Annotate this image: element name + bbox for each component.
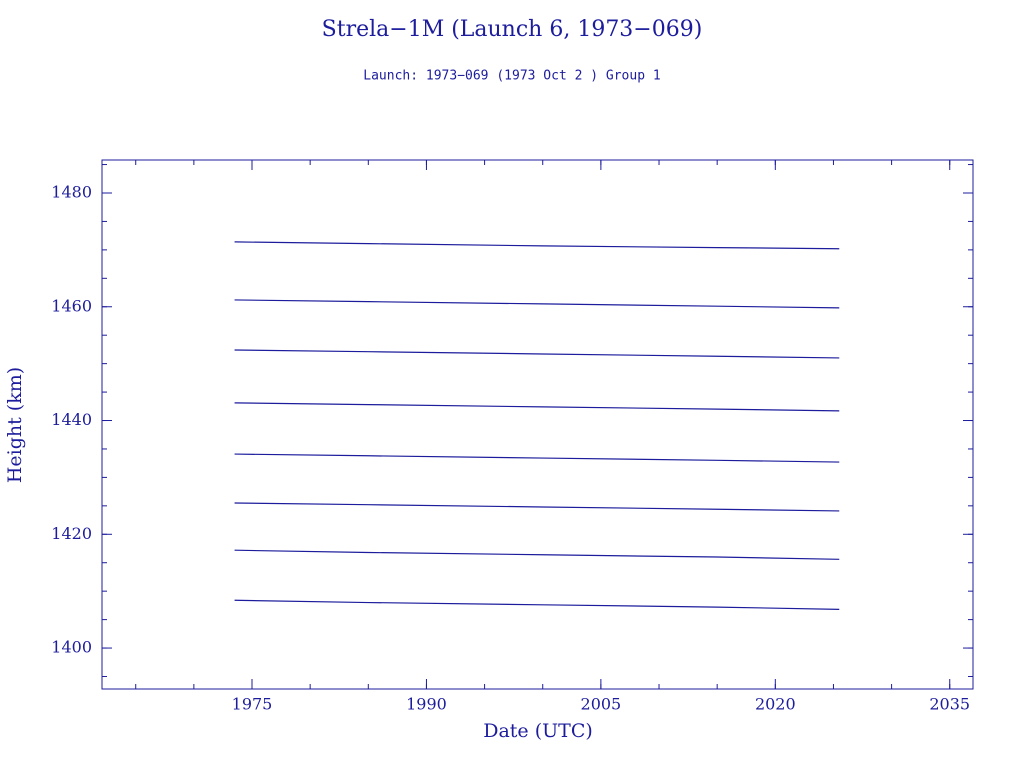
plot-frame bbox=[101, 159, 974, 690]
data-line bbox=[234, 502, 840, 512]
x-tick-label: 1990 bbox=[406, 695, 447, 714]
data-line bbox=[234, 549, 840, 560]
y-tick-label: 1460 bbox=[51, 296, 92, 315]
chart-title: Strela−1M (Launch 6, 1973−069) bbox=[322, 17, 703, 42]
x-tick-label: 2020 bbox=[755, 695, 796, 714]
y-tick-label: 1420 bbox=[51, 524, 92, 543]
y-tick-label: 1440 bbox=[51, 410, 92, 429]
chart-subtitle: Launch: 1973−069 (1973 Oct 2 ) Group 1 bbox=[363, 69, 660, 84]
x-tick-label: 2035 bbox=[929, 695, 970, 714]
y-tick-label: 1400 bbox=[51, 638, 92, 657]
y-tick-label: 1480 bbox=[51, 182, 92, 201]
data-line bbox=[234, 349, 840, 359]
x-tick-label: 1975 bbox=[232, 695, 273, 714]
data-line bbox=[234, 299, 840, 309]
data-line bbox=[234, 402, 840, 412]
data-line bbox=[234, 453, 840, 463]
data-line bbox=[234, 241, 840, 250]
y-axis-label: Height (km) bbox=[4, 367, 26, 483]
x-axis-label: Date (UTC) bbox=[483, 720, 593, 742]
x-tick-label: 2005 bbox=[581, 695, 622, 714]
data-line bbox=[234, 599, 840, 610]
